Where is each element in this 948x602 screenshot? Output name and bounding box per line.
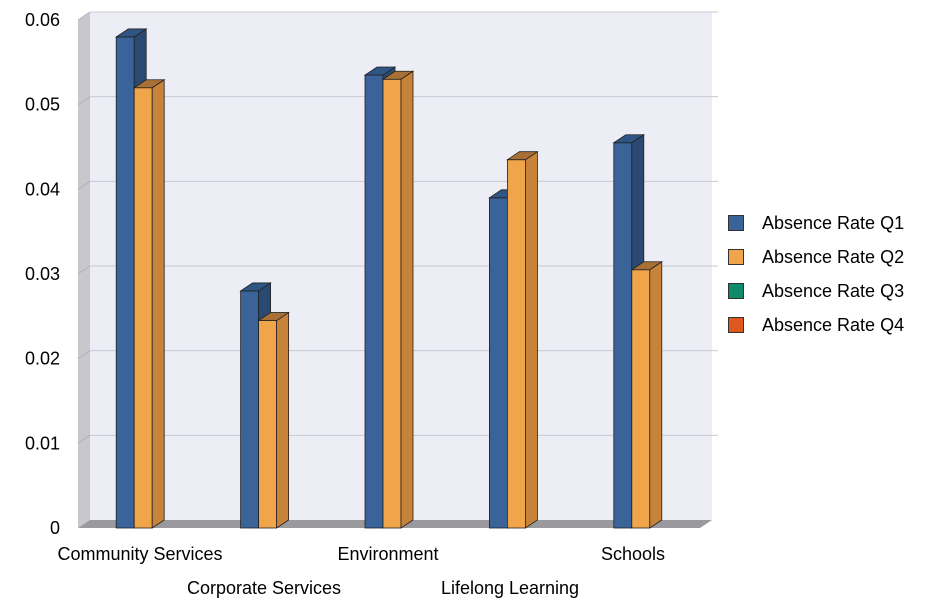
y-tick-label: 0.02 [25,349,60,369]
legend-label: Absence Rate Q1 [762,212,905,233]
legend-item: Absence Rate Q3 [728,274,904,308]
bar-top [630,261,664,271]
bar-front [258,320,278,529]
legend-label: Absence Rate Q3 [762,280,905,301]
legend-label: Absence Rate Q2 [762,246,905,267]
y-tick-label: 0 [50,518,60,538]
legend-swatch [728,249,744,265]
bar-front [115,36,135,529]
y-tick-label: 0.03 [25,264,60,284]
bar [257,311,290,529]
legend-item: Absence Rate Q4 [728,308,904,342]
bar [506,150,539,529]
bar-top [257,312,290,321]
bar-front [382,78,402,529]
bar-side [276,311,290,529]
legend-swatch [728,283,744,299]
bar-top [612,134,646,144]
legend-label: Absence Rate Q4 [762,314,905,335]
bar-front [631,269,651,529]
legend-item: Absence Rate Q2 [728,240,904,274]
y-tick-label: 0.05 [25,95,60,115]
legend-item: Absence Rate Q1 [728,206,904,240]
bar-top [132,79,166,89]
gridline-side [77,180,91,190]
bar-front [364,74,384,529]
bar-top [506,151,539,161]
bar-front [488,197,508,529]
gridline-side [77,96,91,106]
y-tick-label: 0.06 [25,10,60,30]
bar-side [649,261,663,529]
bar-front [506,159,526,529]
bar-top [239,282,272,292]
bar-front [133,87,153,529]
bar-front [613,142,633,529]
x-category-label: Community Services [57,544,222,564]
x-category-label: Schools [601,544,665,564]
gridline-side [77,265,91,275]
x-category-label: Lifelong Learning [441,578,579,598]
y-tick-label: 0.04 [25,179,60,199]
y-tick-label: 0.01 [25,433,60,453]
bar-top [363,66,397,76]
bar-side [151,78,165,529]
gridline-side [77,11,91,21]
bar-side [400,70,414,529]
legend: Absence Rate Q1 Absence Rate Q2 Absence Ra… [728,206,904,342]
bar-side [525,150,538,529]
bar-top [381,70,415,80]
gridline-side [77,350,91,360]
legend-swatch [728,317,744,333]
bar [630,261,664,529]
x-category-label: Environment [337,544,438,564]
legend-swatch [728,215,744,231]
bar-front [240,290,260,529]
x-category-label: Corporate Services [187,578,341,598]
bar [132,78,166,529]
bar-top [114,28,148,38]
gridline-side [77,434,91,444]
bar [381,70,415,529]
